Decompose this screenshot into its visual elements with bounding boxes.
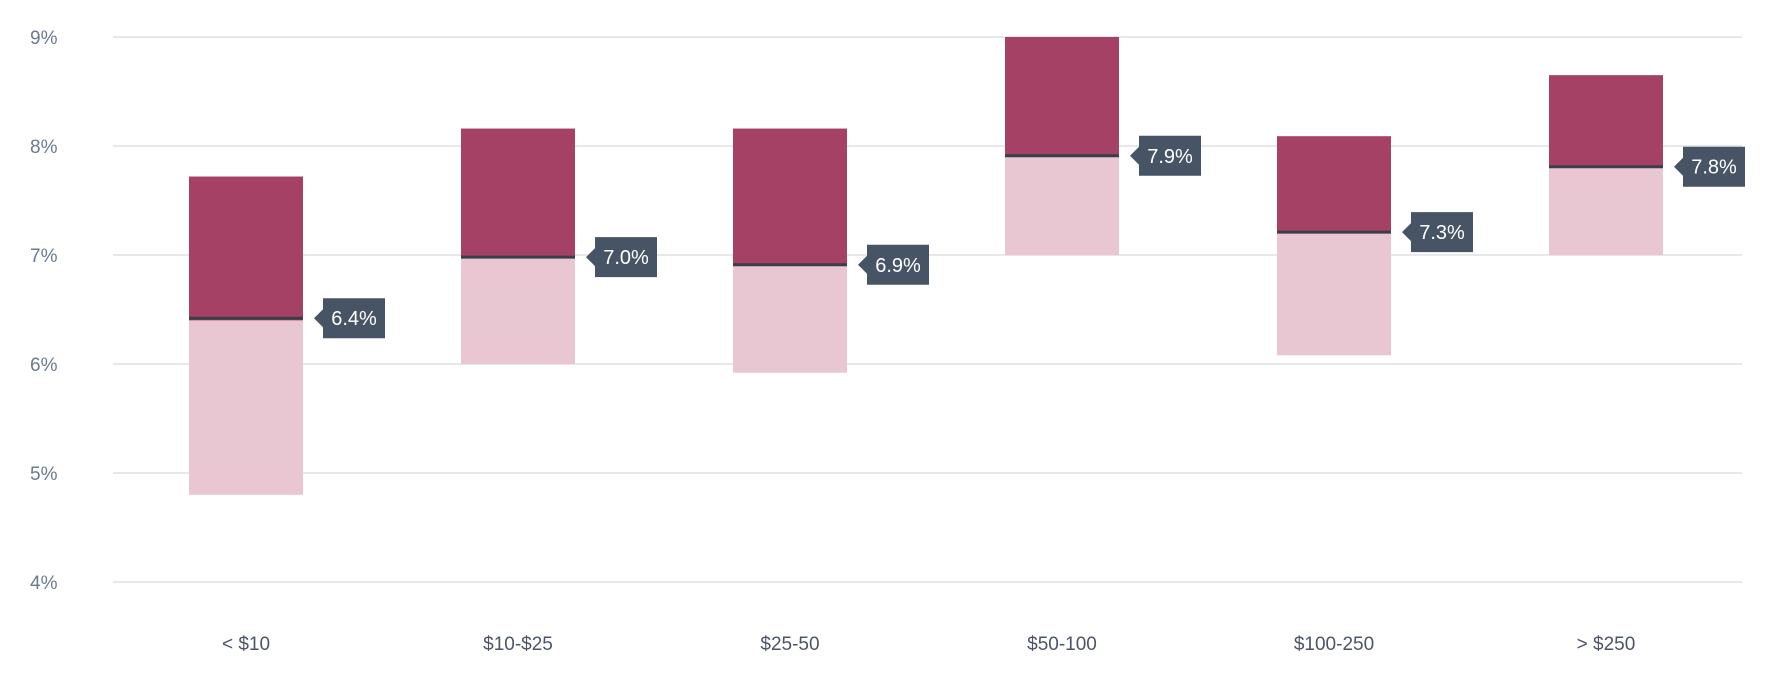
x-axis-categories: < $10 $10-$25 $25-50 $50-100 $100-250 > $250: [222, 634, 1635, 655]
y-tick-label: 7%: [30, 246, 58, 267]
median-callout-tag: [586, 237, 657, 278]
y-tick-label: 6%: [30, 355, 58, 376]
median-value-label: 7.0%: [603, 247, 649, 269]
x-category-label: $25-50: [760, 634, 819, 655]
y-axis-ticks: 9% 8% 7% 6% 5% 4%: [30, 28, 58, 594]
y-tick-label: 4%: [30, 573, 58, 594]
x-category-label: $100-250: [1294, 634, 1374, 655]
bar-upper-range: [1549, 75, 1663, 168]
median-value-label: 6.4%: [331, 308, 377, 330]
bar-lower-range: [1549, 167, 1663, 255]
median-callout-tag: [1674, 146, 1745, 187]
bar-upper-range: [189, 176, 303, 321]
median-value-label: 6.9%: [875, 255, 921, 277]
median-callout-tag: [1402, 212, 1473, 253]
bar-lower-range: [733, 265, 847, 373]
bar-lower-range: [189, 320, 303, 495]
median-value-label: 7.8%: [1691, 157, 1737, 179]
x-category-label: $50-100: [1027, 634, 1097, 655]
y-tick-label: 8%: [30, 137, 58, 158]
median-callout-tag: [314, 298, 385, 339]
bar-upper-range: [461, 128, 575, 259]
median-value-label: 7.3%: [1419, 222, 1465, 244]
bar-lower-range: [1277, 233, 1391, 356]
bars-layer: [189, 37, 1663, 495]
x-category-label: $10-$25: [483, 634, 553, 655]
bar-upper-range: [1005, 37, 1119, 157]
bar-lower-range: [461, 258, 575, 364]
median-callout-tag: [858, 244, 929, 285]
bar-lower-range: [1005, 156, 1119, 255]
x-category-label: < $10: [222, 634, 270, 655]
bar-upper-range: [1277, 136, 1391, 234]
y-tick-label: 9%: [30, 28, 58, 49]
callouts-layer: 6.4% 7.0% 6.9% 7.9% 7.3% 7.8%: [314, 135, 1745, 339]
median-callout-tag: [1130, 135, 1201, 176]
x-category-label: > $250: [1577, 634, 1636, 655]
median-value-label: 7.9%: [1147, 146, 1193, 168]
y-tick-label: 5%: [30, 464, 58, 485]
bar-upper-range: [733, 128, 847, 266]
